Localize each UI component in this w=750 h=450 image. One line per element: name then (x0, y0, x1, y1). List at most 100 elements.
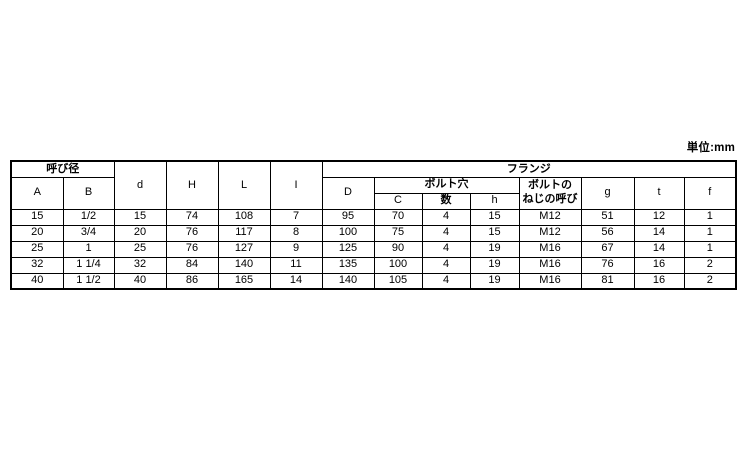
header-col-D: D (321, 176, 375, 210)
table-cell: 76 (165, 224, 219, 242)
table-cell: 32 (10, 256, 64, 274)
table-cell: 25 (113, 240, 167, 258)
table-cell: 67 (580, 240, 635, 258)
table-cell: 135 (321, 256, 375, 274)
table-cell: 76 (580, 256, 635, 274)
table-row: 32 1 1/4 32 84 140 11 135 100 4 19 M16 7… (10, 256, 737, 274)
table-cell: 1/2 (62, 208, 115, 226)
header-col-C: C (373, 192, 423, 210)
table-cell: 15 (469, 208, 520, 226)
table-cell: 100 (321, 224, 375, 242)
header-col-d: d (113, 160, 167, 210)
table-cell: 81 (580, 272, 635, 290)
table-cell: 76 (165, 240, 219, 258)
table-cell: 14 (633, 224, 685, 242)
table-cell: 95 (321, 208, 375, 226)
table-cell: 125 (321, 240, 375, 258)
table-cell: 51 (580, 208, 635, 226)
header-col-h: h (469, 192, 520, 210)
table-cell: 1 (683, 224, 737, 242)
table-cell: 25 (10, 240, 64, 258)
table-cell: 84 (165, 256, 219, 274)
header-col-A: A (10, 176, 64, 210)
table-cell: 2 (683, 272, 737, 290)
header-col-B: B (62, 176, 115, 210)
table-cell: 90 (373, 240, 423, 258)
table-cell: M16 (518, 256, 582, 274)
table-row: 40 1 1/2 40 86 165 14 140 105 4 19 M16 8… (10, 272, 737, 290)
table-cell: 74 (165, 208, 219, 226)
table-cell: 3/4 (62, 224, 115, 242)
header-col-L: L (217, 160, 271, 210)
table-cell: 20 (113, 224, 167, 242)
table-cell: 1 (683, 240, 737, 258)
table-cell: 105 (373, 272, 423, 290)
table-cell: 140 (321, 272, 375, 290)
header-col-count: 数 (421, 192, 471, 210)
table-cell: 40 (10, 272, 64, 290)
table-cell: 11 (269, 256, 323, 274)
table-cell: 9 (269, 240, 323, 258)
table-cell: 14 (633, 240, 685, 258)
table-cell: 16 (633, 256, 685, 274)
table-cell: M16 (518, 240, 582, 258)
table-cell: 4 (421, 256, 471, 274)
table-header: 呼び径 d H L I フランジ A B D ボルト穴 ボルトの ねじの呼び g… (10, 160, 737, 210)
table-cell: 7 (269, 208, 323, 226)
header-row-3: C 数 h (11, 192, 736, 210)
table-cell: 15 (113, 208, 167, 226)
table-cell: 4 (421, 208, 471, 226)
header-row-1: 呼び径 d H L I フランジ (10, 160, 737, 210)
table-row: 25 1 25 76 127 9 125 90 4 19 M16 67 14 1 (10, 240, 737, 258)
table-cell: M12 (518, 208, 582, 226)
table-row: 20 3/4 20 76 117 8 100 75 4 15 M12 56 14… (10, 224, 737, 242)
table-cell: 1 1/4 (62, 256, 115, 274)
table-cell: 20 (10, 224, 64, 242)
unit-label: 単位:mm (686, 142, 735, 154)
table-cell: 56 (580, 224, 635, 242)
table-cell: 14 (269, 272, 323, 290)
header-col-I: I (269, 160, 323, 210)
table-cell: 75 (373, 224, 423, 242)
table-cell: 40 (113, 272, 167, 290)
header-bolt-thread-line2: ねじの呼び (522, 193, 578, 205)
table-cell: 1 1/2 (62, 272, 115, 290)
header-bolt-hole: ボルト穴 (373, 176, 520, 194)
header-row-2: A B D ボルト穴 ボルトの ねじの呼び g t f (10, 176, 737, 210)
table-cell: 70 (373, 208, 423, 226)
table-cell: 15 (469, 224, 520, 242)
table-cell: 1 (683, 208, 737, 226)
table-cell: 16 (633, 272, 685, 290)
table-cell: 8 (269, 224, 323, 242)
header-flange: フランジ (321, 160, 737, 178)
table-cell: 15 (10, 208, 64, 226)
table-cell: 4 (421, 224, 471, 242)
table-cell: 86 (165, 272, 219, 290)
table-cell: M12 (518, 224, 582, 242)
table-cell: 2 (683, 256, 737, 274)
header-col-H: H (165, 160, 219, 210)
table-body: 15 1/2 15 74 108 7 95 70 4 15 M12 51 12 … (10, 208, 737, 290)
table-cell: M16 (518, 272, 582, 290)
header-col-f: f (683, 176, 737, 210)
table-cell: 1 (62, 240, 115, 258)
header-bolt-thread-line1: ボルトの (528, 179, 572, 192)
table-cell: 19 (469, 256, 520, 274)
table-cell: 19 (469, 240, 520, 258)
table-cell: 4 (421, 272, 471, 290)
dimension-spec-table: 呼び径 d H L I フランジ A B D ボルト穴 ボルトの ねじの呼び g… (10, 160, 737, 290)
table-cell: 165 (217, 272, 271, 290)
table-cell: 4 (421, 240, 471, 258)
table-cell: 140 (217, 256, 271, 274)
table-cell: 32 (113, 256, 167, 274)
header-nominal-diameter: 呼び径 (10, 160, 115, 178)
table-row: 15 1/2 15 74 108 7 95 70 4 15 M12 51 12 … (10, 208, 737, 226)
table-cell: 108 (217, 208, 271, 226)
table-cell: 100 (373, 256, 423, 274)
table-cell: 12 (633, 208, 685, 226)
table-cell: 117 (217, 224, 271, 242)
table-cell: 127 (217, 240, 271, 258)
header-col-g: g (580, 176, 635, 210)
header-col-t: t (633, 176, 685, 210)
